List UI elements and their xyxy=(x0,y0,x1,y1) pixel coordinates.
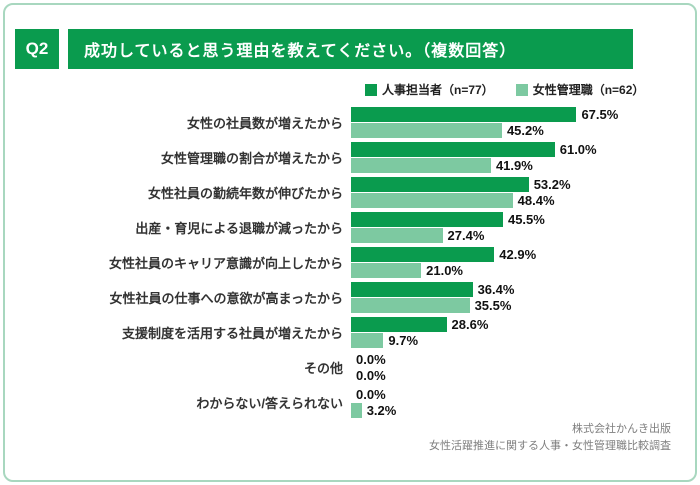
bar-line: 28.6% xyxy=(351,316,685,332)
bar-line: 0.0% xyxy=(351,386,685,402)
category-label: 女性社員の仕事への意欲が高まったから xyxy=(109,290,343,306)
bar-series-0 xyxy=(351,106,577,122)
bar-series-1 xyxy=(351,262,422,278)
legend-label-hr: 人事担当者（n=77） xyxy=(382,83,494,97)
chart-row: 女性管理職の割合が増えたから 61.0% 41.9% xyxy=(15,141,685,173)
value-label: 35.5% xyxy=(474,297,512,313)
bar-series-0 xyxy=(351,246,495,262)
chart-card: Q2 成功していると思う理由を教えてください。（複数回答） 人事担当者（n=77… xyxy=(3,3,697,482)
value-label: 45.2% xyxy=(506,122,544,138)
category-label: その他 xyxy=(303,360,343,376)
bar-line: 36.4% xyxy=(351,281,685,297)
bar-series-1 xyxy=(351,192,513,208)
question-badge: Q2 xyxy=(15,29,59,69)
category-label: わからない/答えられない xyxy=(196,395,343,411)
value-label: 0.0% xyxy=(356,367,386,383)
category-label: 出産・育児による退職が減ったから xyxy=(135,220,343,236)
legend-swatch-managers xyxy=(515,83,528,96)
bar-line: 3.2% xyxy=(351,402,685,418)
bar-group: 53.2% 48.4% xyxy=(351,176,685,208)
bar-series-0 xyxy=(351,281,473,297)
bar-series-1 xyxy=(351,157,491,173)
legend-item-managers: 女性管理職（n=62） xyxy=(515,81,645,98)
footer-source: 株式会社かんき出版 女性活躍推進に関する人事・女性管理職比較調査 xyxy=(15,421,685,455)
bar-line: 35.5% xyxy=(351,297,685,313)
chart-row: その他 0.0% 0.0% xyxy=(15,351,685,383)
bar-series-0 xyxy=(351,141,555,157)
bar-line: 9.7% xyxy=(351,332,685,348)
chart-row: 女性社員の仕事への意欲が高まったから 36.4% 35.5% xyxy=(15,281,685,313)
bar-line: 61.0% xyxy=(351,141,685,157)
bar-group: 45.5% 27.4% xyxy=(351,211,685,243)
category-label: 支援制度を活用する社員が増えたから xyxy=(121,325,343,341)
category-label: 女性社員のキャリア意識が向上したから xyxy=(108,255,343,271)
bar-group: 61.0% 41.9% xyxy=(351,141,685,173)
category-label: 女性社員の勤続年数が伸びたから xyxy=(147,185,343,201)
bar-group: 28.6% 9.7% xyxy=(351,316,685,348)
footer-publisher: 株式会社かんき出版 xyxy=(572,423,671,435)
chart-title-banner: 成功していると思う理由を教えてください。（複数回答） xyxy=(68,29,633,69)
legend: 人事担当者（n=77） 女性管理職（n=62） xyxy=(365,81,685,98)
legend-label-managers: 女性管理職（n=62） xyxy=(532,83,645,97)
chart-row: 支援制度を活用する社員が増えたから 28.6% 9.7% xyxy=(15,316,685,348)
value-label: 53.2% xyxy=(533,176,571,192)
value-label: 36.4% xyxy=(477,281,515,297)
bar-series-1 xyxy=(351,122,502,138)
value-label: 0.0% xyxy=(356,351,386,367)
bar-group: 0.0% 0.0% xyxy=(351,351,685,383)
value-label: 27.4% xyxy=(447,227,485,243)
value-label: 9.7% xyxy=(388,332,419,348)
bar-chart: 女性の社員数が増えたから 67.5% 45.2% 女性管理職の割合が増えたから 61.0… xyxy=(15,106,685,418)
chart-row: 女性社員のキャリア意識が向上したから 42.9% 21.0% xyxy=(15,246,685,278)
bar-series-1 xyxy=(351,297,470,313)
value-label: 48.4% xyxy=(517,192,555,208)
value-label: 67.5% xyxy=(581,106,619,122)
bar-group: 36.4% 35.5% xyxy=(351,281,685,313)
bar-group: 0.0% 3.2% xyxy=(351,386,685,418)
value-label: 42.9% xyxy=(499,246,537,262)
bar-line: 42.9% xyxy=(351,246,685,262)
value-label: 45.5% xyxy=(507,211,545,227)
bar-line: 45.2% xyxy=(351,122,685,138)
chart-row: 女性の社員数が増えたから 67.5% 45.2% xyxy=(15,106,685,138)
bar-series-1 xyxy=(351,227,443,243)
header: Q2 成功していると思う理由を教えてください。（複数回答） xyxy=(15,29,685,69)
bar-line: 53.2% xyxy=(351,176,685,192)
value-label: 41.9% xyxy=(495,157,533,173)
legend-item-hr: 人事担当者（n=77） xyxy=(365,81,494,98)
value-label: 0.0% xyxy=(356,386,386,402)
bar-series-1 xyxy=(351,332,384,348)
value-label: 3.2% xyxy=(366,402,397,418)
bar-series-0 xyxy=(351,176,529,192)
bar-line: 48.4% xyxy=(351,192,685,208)
bar-line: 0.0% xyxy=(351,351,685,367)
value-label: 21.0% xyxy=(426,262,463,278)
value-label: 28.6% xyxy=(451,316,489,332)
bar-line: 21.0% xyxy=(351,262,685,278)
bar-line: 41.9% xyxy=(351,157,685,173)
chart-row: 出産・育児による退職が減ったから 45.5% 27.4% xyxy=(15,211,685,243)
bar-series-0 xyxy=(351,211,503,227)
bar-group: 42.9% 21.0% xyxy=(351,246,685,278)
category-label: 女性管理職の割合が増えたから xyxy=(160,150,343,166)
chart-row: わからない/答えられない 0.0% 3.2% xyxy=(15,386,685,418)
footer-survey-name: 女性活躍推進に関する人事・女性管理職比較調査 xyxy=(429,440,671,453)
value-label: 61.0% xyxy=(559,141,597,157)
bar-series-0 xyxy=(351,316,447,332)
bar-group: 67.5% 45.2% xyxy=(351,106,685,138)
legend-swatch-hr xyxy=(365,83,377,96)
chart-row: 女性社員の勤続年数が伸びたから 53.2% 48.4% xyxy=(15,176,685,208)
bar-line: 45.5% xyxy=(351,211,685,227)
bar-line: 27.4% xyxy=(351,227,685,243)
category-label: 女性の社員数が増えたから xyxy=(186,115,343,131)
bar-series-1 xyxy=(351,402,362,418)
bar-line: 67.5% xyxy=(351,106,685,122)
bar-line: 0.0% xyxy=(351,367,685,383)
